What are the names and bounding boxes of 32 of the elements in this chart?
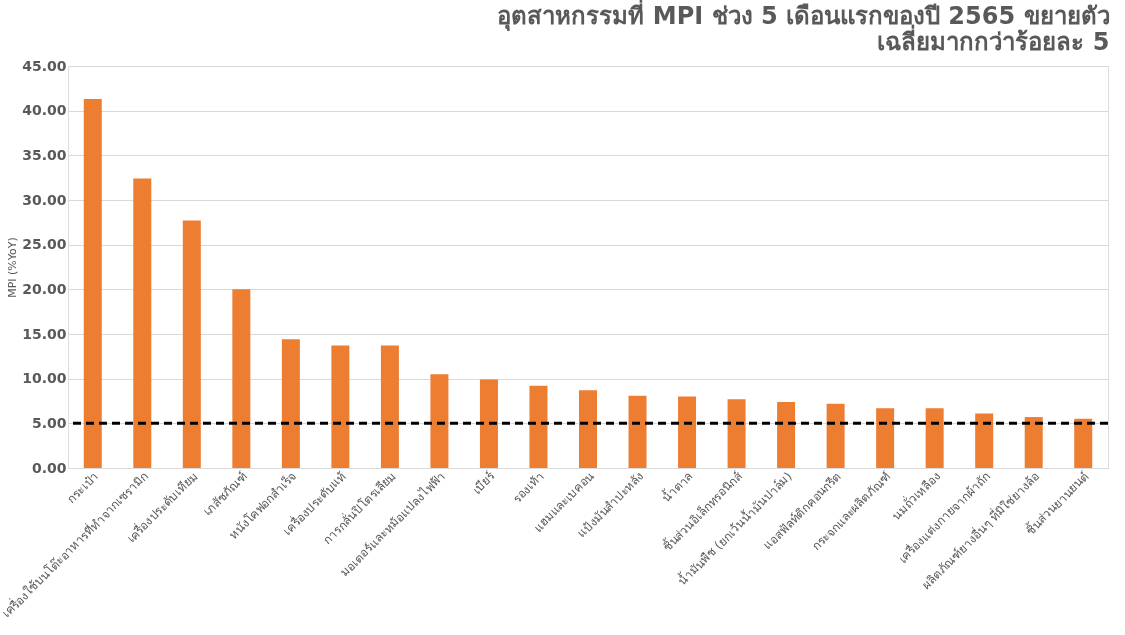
y-tick-label: 45.00	[22, 57, 67, 74]
y-tick-label: 25.00	[22, 236, 67, 253]
y-tick-label: 30.00	[22, 191, 67, 208]
bar	[777, 401, 796, 468]
bar	[925, 408, 944, 468]
bar	[133, 178, 152, 468]
bar	[83, 99, 102, 468]
y-tick-label: 20.00	[22, 280, 67, 297]
bar	[331, 345, 350, 468]
bar	[430, 374, 449, 468]
bar	[975, 413, 994, 468]
bar	[876, 408, 895, 468]
y-tick-label: 10.00	[22, 370, 67, 387]
bar	[232, 289, 251, 468]
y-axis-title: MPI (%YoY)	[6, 237, 20, 298]
bar	[1074, 418, 1093, 468]
y-tick-label: 40.00	[22, 102, 67, 119]
bar	[479, 379, 498, 468]
bar	[826, 403, 845, 468]
bar	[1024, 417, 1043, 468]
y-tick-label: 35.00	[22, 146, 67, 163]
bar	[579, 390, 597, 468]
bar	[727, 399, 746, 468]
bar	[281, 339, 300, 468]
bar	[678, 396, 697, 468]
bar	[628, 395, 647, 468]
bar	[380, 345, 399, 468]
y-tick-label: 15.00	[22, 325, 67, 342]
bar	[529, 385, 548, 468]
y-tick-label: 0.00	[31, 459, 67, 476]
y-tick-label: 5.00	[31, 414, 67, 431]
bar	[182, 220, 201, 468]
